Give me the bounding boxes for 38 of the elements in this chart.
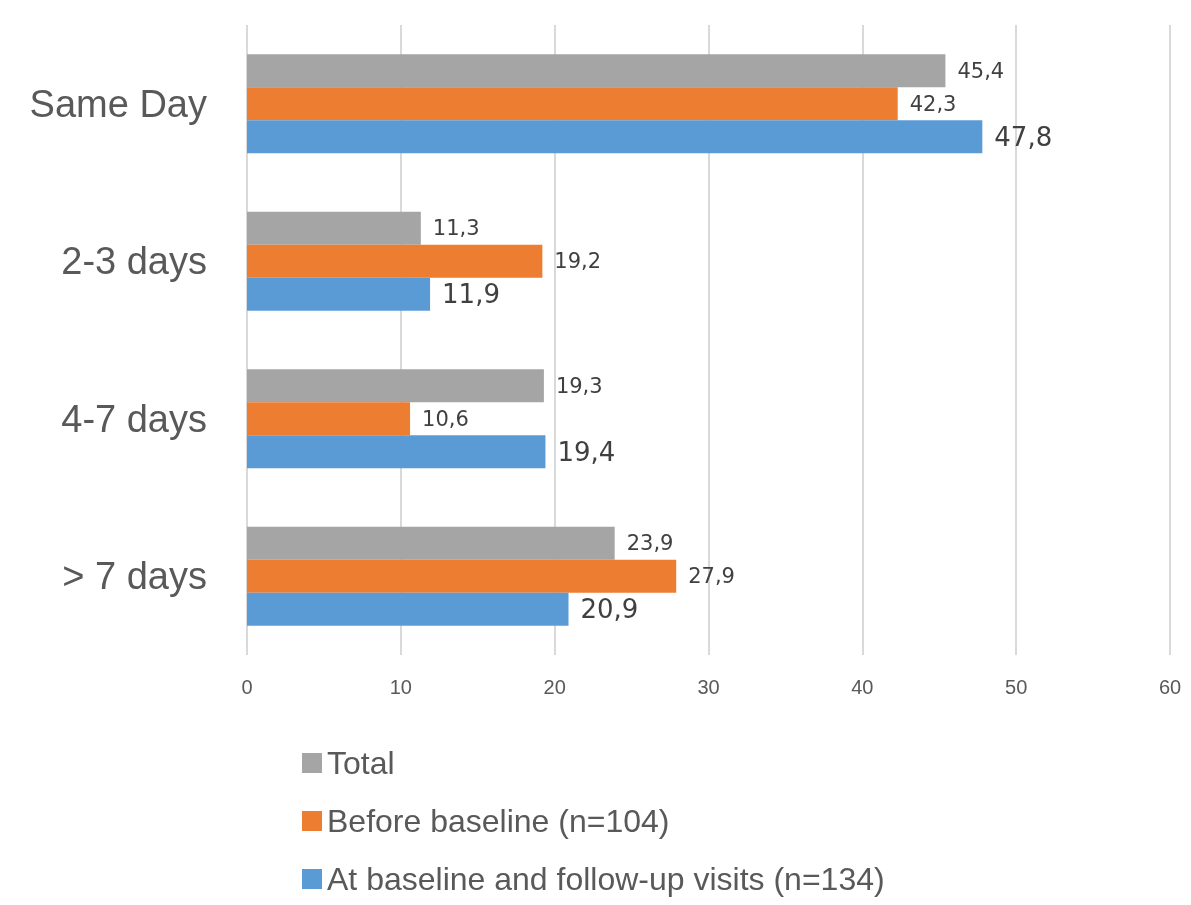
data-label: 20,9 bbox=[580, 594, 639, 625]
y-tick-label: 4-7 days bbox=[61, 397, 207, 440]
data-label: 45,4 bbox=[957, 58, 1005, 83]
x-tick-label: 50 bbox=[1005, 676, 1028, 698]
x-tick-label: 40 bbox=[851, 676, 874, 698]
bar bbox=[247, 559, 677, 593]
legend-label: Total bbox=[327, 745, 395, 781]
bar bbox=[247, 54, 946, 88]
x-tick-label: 20 bbox=[543, 676, 566, 698]
bar bbox=[247, 120, 983, 154]
data-label: 10,6 bbox=[422, 406, 469, 431]
data-label: 11,9 bbox=[442, 279, 500, 310]
data-label: 27,9 bbox=[688, 564, 735, 589]
x-tick-label: 60 bbox=[1158, 676, 1182, 698]
data-label: 19,4 bbox=[557, 436, 616, 467]
bar bbox=[247, 402, 411, 436]
legend-label: Before baseline (n=104) bbox=[327, 803, 670, 839]
bar bbox=[247, 435, 546, 469]
x-tick-label: 30 bbox=[697, 676, 720, 698]
data-label: 19,3 bbox=[555, 373, 603, 398]
y-tick-label: Same Day bbox=[29, 82, 207, 125]
y-tick-label: 2-3 days bbox=[61, 240, 207, 283]
bar bbox=[247, 87, 898, 121]
bar bbox=[247, 369, 544, 403]
legend-label: At baseline and follow-up visits (n=134) bbox=[327, 861, 885, 897]
data-label: 19,2 bbox=[554, 249, 602, 274]
y-tick-label: > 7 days bbox=[62, 555, 207, 598]
data-label: 47,8 bbox=[994, 121, 1053, 152]
data-label: 11,3 bbox=[432, 216, 480, 241]
bar bbox=[247, 211, 421, 245]
bar bbox=[247, 277, 431, 311]
bar bbox=[247, 526, 615, 560]
bar bbox=[247, 244, 543, 278]
x-tick-label: 10 bbox=[389, 676, 412, 698]
bar bbox=[247, 592, 569, 626]
data-label: 23,9 bbox=[626, 531, 674, 556]
data-label: 42,3 bbox=[909, 91, 957, 116]
x-tick-label: 0 bbox=[241, 676, 253, 698]
